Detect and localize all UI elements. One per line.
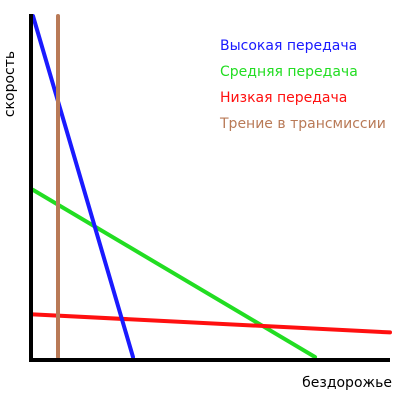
y-axis-title: скорость [2, 51, 18, 117]
legend-item-3: Низкая передача [220, 90, 347, 106]
series-line-2 [31, 187, 317, 359]
series-line-3 [31, 312, 392, 335]
legend-item-1: Высокая передача [220, 38, 357, 54]
legend-item-2: Средняя передача [220, 64, 358, 80]
legend-item-4: Трение в трансмиссии [219, 116, 386, 132]
plot-area [31, 14, 392, 359]
legend: Высокая передача Средняя передача Низкая п… [219, 38, 386, 132]
series-line-1 [31, 14, 135, 359]
x-axis-title: бездорожье [302, 375, 392, 391]
